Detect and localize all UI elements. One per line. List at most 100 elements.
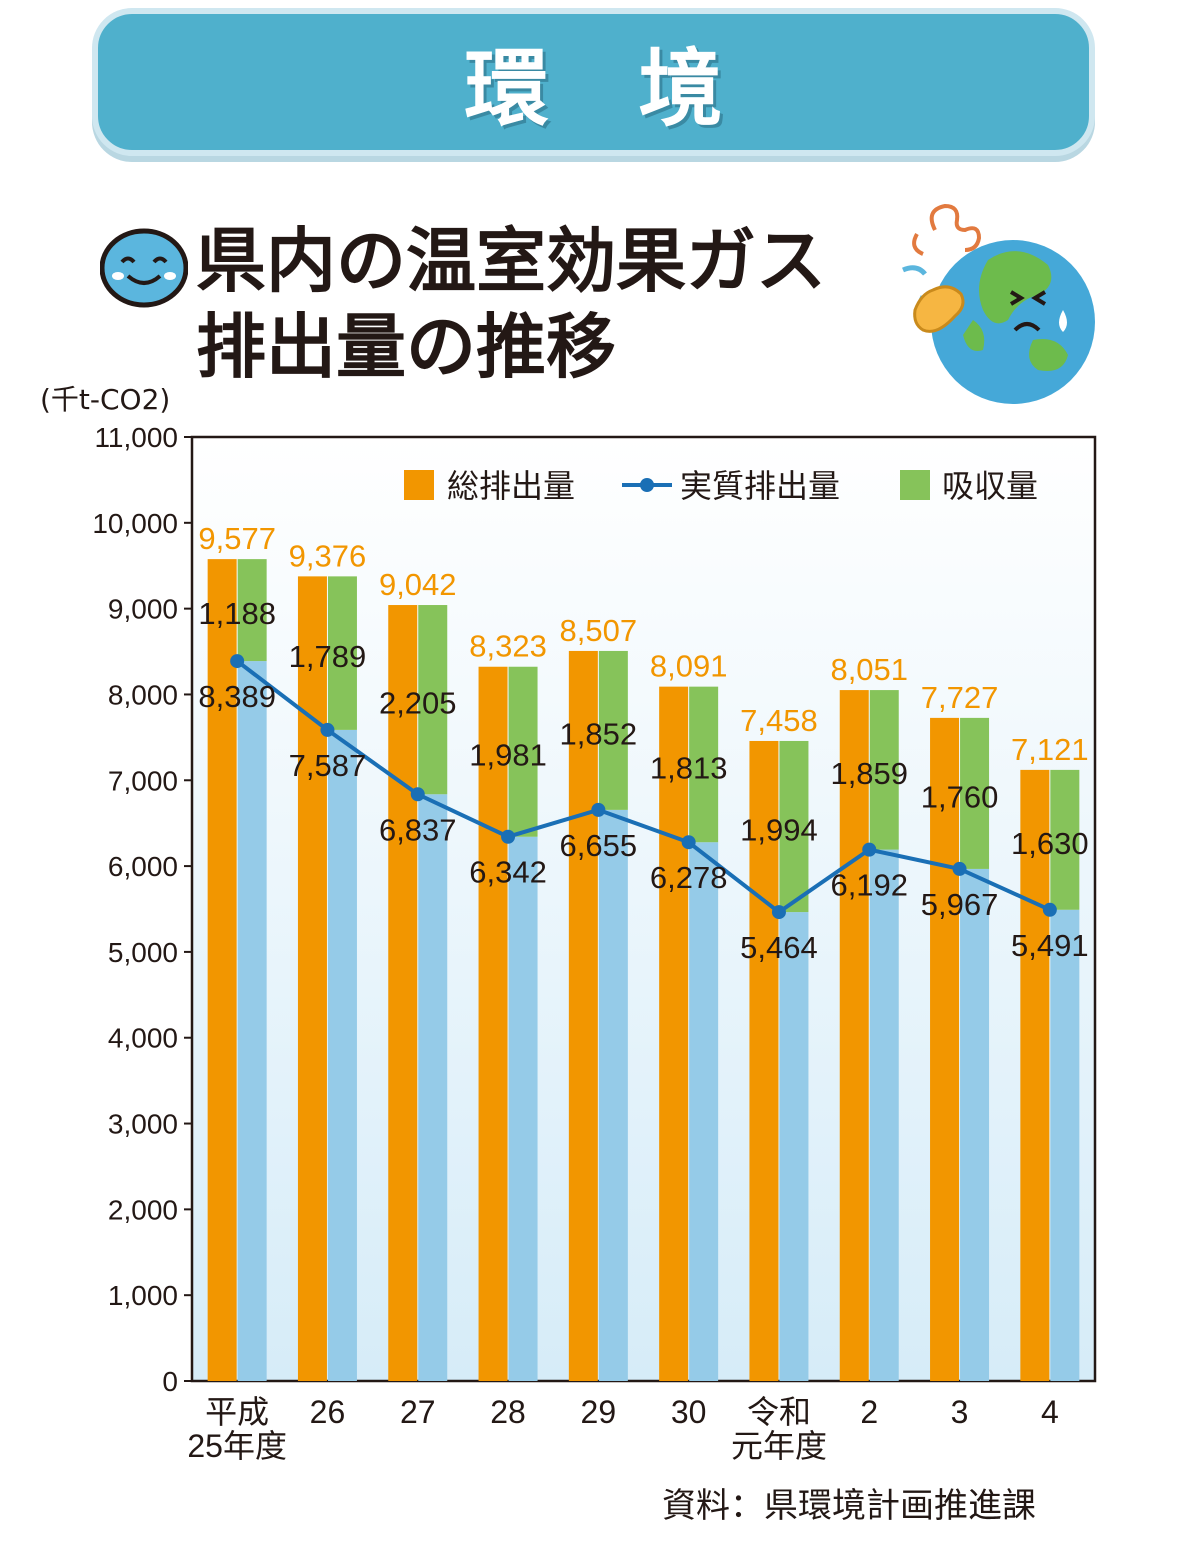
total-emission-bar [568,650,598,1381]
net-value-label: 5,491 [1011,928,1089,963]
net-emission-point [410,787,425,802]
absorption-value-label: 1,789 [289,639,367,674]
total-value-label: 8,507 [560,613,638,648]
absorption-bar [960,717,990,869]
net-emission-point [501,829,516,844]
absorption-bar [869,690,899,850]
net-emission-bar [869,849,899,1381]
total-value-label: 7,727 [921,680,999,715]
total-emission-bar [297,576,327,1381]
net-value-label: 6,192 [830,868,908,903]
smiley-face-icon [100,228,188,308]
section-banner: 環境 [92,8,1095,156]
net-emission-bar [508,836,538,1381]
y-tick-label: 0 [162,1366,178,1397]
total-emission-bar [1020,769,1050,1381]
total-value-label: 9,376 [289,538,367,573]
y-tick-label: 9,000 [108,594,178,625]
net-emission-bar [1050,909,1080,1381]
legend-absorb-swatch [900,470,930,500]
net-value-label: 6,837 [379,812,457,847]
absorption-bar [779,740,809,913]
absorption-value-label: 1,981 [469,738,547,773]
chart-title: 県内の温室効果ガス 排出量の推移 [196,218,896,390]
net-emission-point [681,835,696,850]
legend-net-label: 実質排出量 [680,468,840,504]
hot-earth-icon [902,203,1095,404]
net-value-label: 6,278 [650,860,728,895]
legend-net-marker [640,478,654,492]
absorption-bar [327,576,357,730]
y-tick-label: 2,000 [108,1194,178,1225]
total-emission-bar [207,559,237,1381]
absorption-bar [598,650,628,810]
y-tick-label: 5,000 [108,937,178,968]
legend-absorb-label: 吸収量 [942,468,1038,504]
absorption-value-label: 1,188 [198,596,276,631]
total-value-label: 8,091 [650,649,728,684]
absorption-value-label: 1,994 [740,813,818,848]
total-emission-bar [839,690,869,1381]
y-tick-label: 10,000 [92,508,178,539]
net-emission-bar [598,809,628,1381]
legend-total-label: 総排出量 [447,468,575,504]
x-tick-label: 26 [310,1394,346,1430]
section-title: 環境 [464,39,813,138]
net-value-label: 8,389 [198,679,276,714]
absorption-bar [418,605,448,795]
absorption-bar [237,559,267,662]
net-emission-bar [779,912,809,1381]
x-tick-label: 2 [860,1394,878,1430]
net-emission-point [771,905,786,920]
net-value-label: 6,655 [560,828,638,863]
net-emission-bar [418,794,448,1381]
x-tick-label: 元年度 [731,1428,827,1464]
absorption-value-label: 1,630 [1011,826,1089,861]
y-tick-label: 4,000 [108,1023,178,1054]
y-axis-unit: (千t-CO2) [40,383,171,416]
chart-title-line2: 排出量の推移 [196,306,616,388]
absorption-value-label: 1,852 [560,716,638,751]
total-value-label: 9,577 [198,521,276,556]
net-value-label: 7,587 [289,748,367,783]
net-emission-point [862,842,877,857]
x-tick-label: 29 [581,1394,617,1430]
net-emission-bar [237,661,267,1381]
absorption-value-label: 1,859 [830,756,908,791]
absorption-bar [508,666,538,837]
source-note: 資料：県環境計画推進課 [662,1486,1036,1526]
net-value-label: 5,464 [740,930,818,965]
net-emission-bar [960,868,990,1381]
absorption-bar [1050,769,1080,910]
y-tick-label: 3,000 [108,1109,178,1140]
x-tick-label: 平成 [205,1394,269,1430]
x-tick-label: 4 [1041,1394,1059,1430]
net-emission-point [1042,902,1057,917]
total-emission-bar [749,740,779,1381]
total-value-label: 7,121 [1011,732,1089,767]
total-value-label: 7,458 [740,703,818,738]
net-emission-point [952,861,967,876]
y-tick-label: 11,000 [94,422,178,453]
x-tick-label: 3 [951,1394,969,1430]
x-tick-label: 28 [490,1394,526,1430]
net-emission-bar [327,729,357,1381]
net-value-label: 6,342 [469,855,547,890]
total-emission-bar [478,666,508,1381]
absorption-bar [689,686,719,843]
total-emission-bar [388,605,418,1381]
total-value-label: 9,042 [379,567,457,602]
total-value-label: 8,323 [469,629,547,664]
net-emission-bar [689,842,719,1381]
total-value-label: 8,051 [830,652,908,687]
x-tick-label: 30 [671,1394,707,1430]
net-emission-line [235,659,1051,915]
legend-total-swatch [404,470,434,500]
x-tick-label: 令和 [747,1394,811,1430]
net-emission-point [320,722,335,737]
y-tick-label: 8,000 [108,679,178,710]
absorption-value-label: 1,760 [921,779,999,814]
y-tick-label: 1,000 [108,1280,178,1311]
x-tick-label: 25年度 [187,1428,287,1464]
